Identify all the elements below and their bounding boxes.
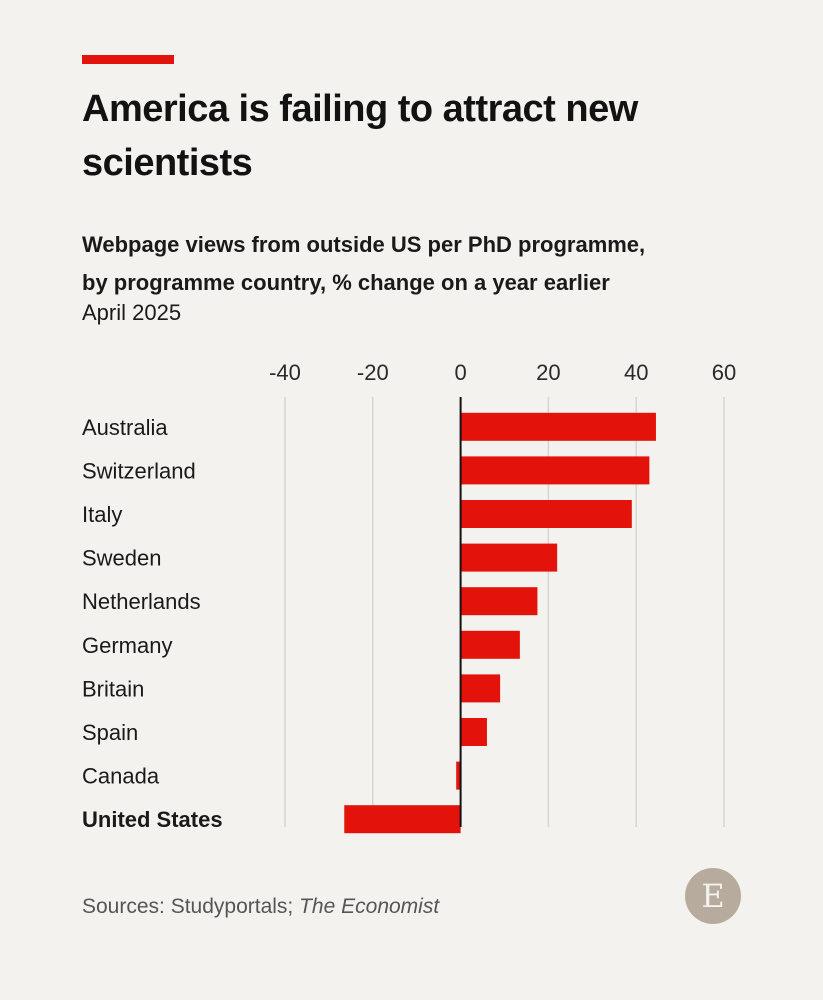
category-label: Spain xyxy=(82,720,138,745)
tick-label: -40 xyxy=(269,360,301,385)
source-publication: The Economist xyxy=(299,895,440,918)
category-label: Britain xyxy=(82,676,144,701)
subtitle-line-2: by programme country, % change on a year… xyxy=(82,270,610,295)
category-label: Netherlands xyxy=(82,589,201,614)
chart-title: America is failing to attract new scient… xyxy=(82,88,638,184)
bar-chart: -40 -20 0 20 40 60 Australia Switzerland Italy Sw… xyxy=(82,360,736,834)
category-label: United States xyxy=(82,807,223,832)
chart-date: April 2025 xyxy=(82,300,182,325)
bar xyxy=(460,718,487,746)
bar xyxy=(460,543,558,572)
category-label: Canada xyxy=(82,764,160,789)
category-label: Italy xyxy=(82,502,122,527)
category-label: Switzerland xyxy=(82,458,196,483)
tick-label: 40 xyxy=(624,360,648,385)
accent-rule xyxy=(82,55,174,64)
category-label: Germany xyxy=(82,633,172,658)
subtitle-line-1: Webpage views from outside US per PhD pr… xyxy=(82,232,646,257)
bar xyxy=(460,456,650,485)
bar xyxy=(460,587,538,616)
source-prefix: Sources: Studyportals; xyxy=(82,895,300,918)
chart-subtitle: Webpage views from outside US per PhD pr… xyxy=(82,226,782,302)
bar xyxy=(456,761,461,790)
tick-label: -20 xyxy=(357,360,389,385)
tick-label: 20 xyxy=(536,360,560,385)
bar xyxy=(460,674,501,703)
category-label: Australia xyxy=(82,415,168,440)
bar xyxy=(460,412,656,441)
tick-label: 0 xyxy=(454,360,466,385)
bar xyxy=(460,500,632,528)
economist-logo: E xyxy=(685,868,741,924)
bar xyxy=(344,805,461,834)
tick-label: 60 xyxy=(712,360,736,385)
source-note: Sources: Studyportals; The Economist xyxy=(82,895,439,919)
bar xyxy=(460,630,520,659)
category-label: Sweden xyxy=(82,546,162,571)
